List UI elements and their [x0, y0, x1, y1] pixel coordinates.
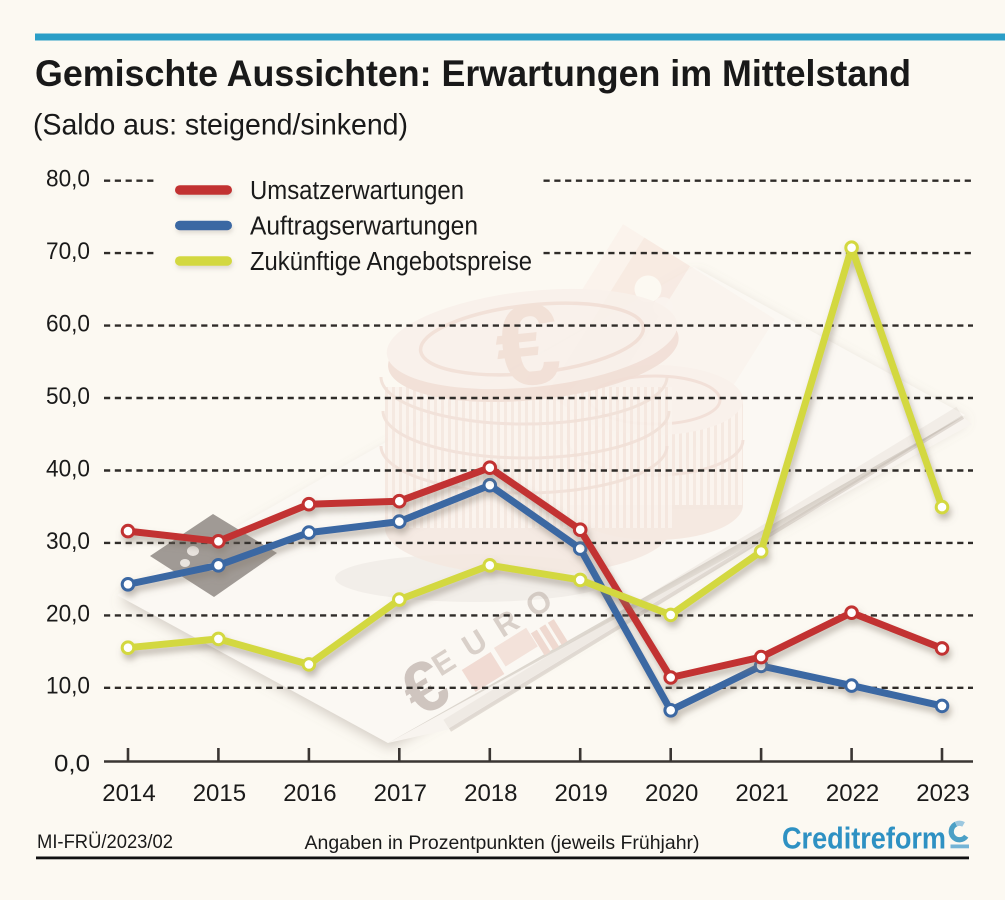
svg-text:2014: 2014: [102, 780, 155, 807]
svg-text:2016: 2016: [283, 780, 336, 807]
svg-text:60,0: 60,0: [46, 311, 90, 338]
svg-text:Gemischte Aussichten: Erwartun: Gemischte Aussichten: Erwartungen im Mit…: [35, 53, 911, 94]
svg-text:Umsatzerwartungen: Umsatzerwartungen: [250, 177, 464, 205]
svg-text:30,0: 30,0: [46, 528, 90, 555]
svg-text:50,0: 50,0: [46, 383, 90, 410]
svg-text:0,0: 0,0: [54, 751, 90, 778]
svg-text:Auftragserwartungen: Auftragserwartungen: [250, 213, 478, 241]
svg-text:70,0: 70,0: [46, 238, 90, 265]
svg-text:2021: 2021: [735, 780, 788, 807]
svg-text:MI-FRÜ/2023/02: MI-FRÜ/2023/02: [37, 832, 173, 853]
svg-text:80,0: 80,0: [46, 166, 90, 193]
svg-text:2020: 2020: [645, 780, 698, 807]
svg-text:2022: 2022: [826, 780, 879, 807]
svg-text:2015: 2015: [193, 780, 246, 807]
svg-text:€: €: [489, 278, 566, 412]
svg-text:Zukünftige Angebotspreise: Zukünftige Angebotspreise: [250, 248, 532, 276]
svg-text:Creditreform: Creditreform: [782, 821, 946, 856]
svg-text:2018: 2018: [464, 780, 517, 807]
svg-text:40,0: 40,0: [46, 455, 90, 482]
svg-text:2019: 2019: [555, 780, 608, 807]
svg-text:20,0: 20,0: [46, 600, 90, 627]
svg-text:Angaben in Prozentpunkten (jew: Angaben in Prozentpunkten (jeweils Frühj…: [305, 832, 700, 854]
svg-text:2017: 2017: [374, 780, 427, 807]
svg-text:2023: 2023: [916, 780, 969, 807]
svg-text:(Saldo aus: steigend/sinkend): (Saldo aus: steigend/sinkend): [33, 109, 408, 142]
svg-text:10,0: 10,0: [46, 673, 90, 700]
